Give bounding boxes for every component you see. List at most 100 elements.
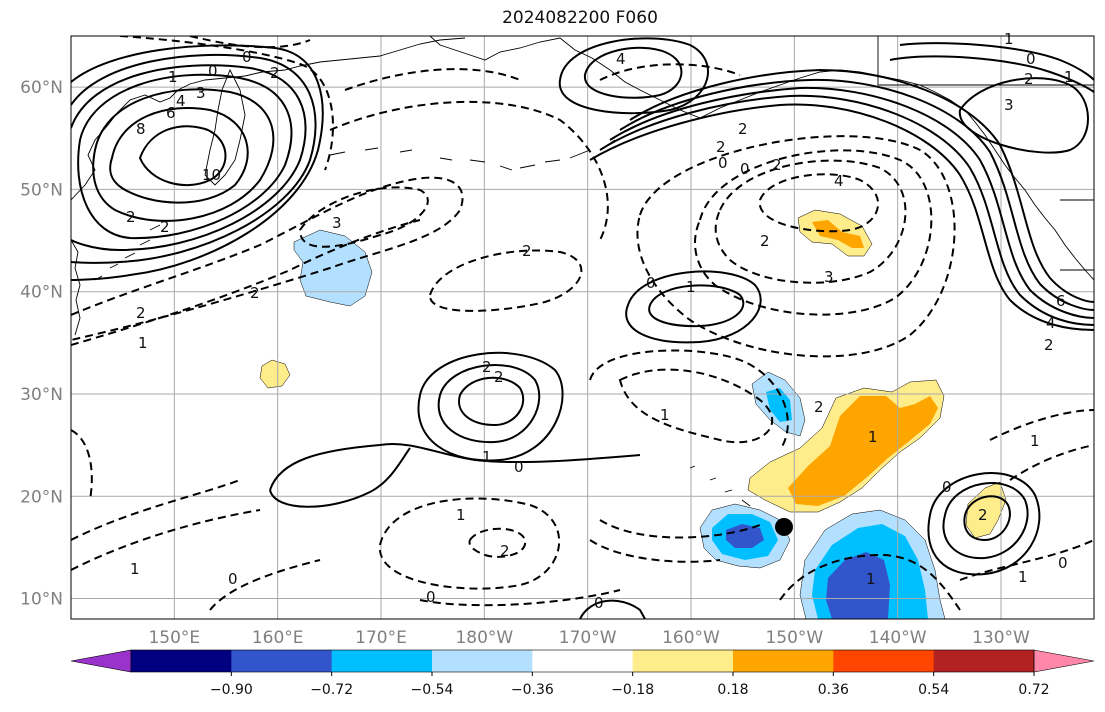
contour-label: 0	[426, 588, 436, 606]
contour-kam-6	[92, 88, 275, 222]
contour-ne-2	[609, 86, 1094, 319]
shade-orange-north	[812, 220, 864, 248]
contour-label: 1	[660, 406, 670, 424]
contour-label: 3	[1004, 96, 1014, 114]
contour-180-1	[417, 351, 564, 462]
contour-label: 0	[1058, 554, 1068, 572]
shade-dark-blue-south	[726, 524, 764, 548]
contour-trop-i	[589, 539, 721, 563]
contour-ne-0	[589, 103, 1094, 331]
contour-trop-b	[378, 497, 561, 590]
contour-goa-n3	[714, 159, 907, 284]
contour-label: 8	[136, 120, 146, 138]
contour-ne-6	[629, 68, 1094, 303]
coastline-kuril-islands	[94, 224, 161, 281]
contour-trop-k	[779, 553, 961, 611]
contour-kam-10	[138, 125, 227, 187]
contour-180-0b	[269, 447, 411, 508]
contour-label: 0	[942, 478, 952, 496]
contour-label: 2	[1024, 70, 1034, 88]
lon-label: 160°E	[252, 628, 304, 648]
contour-ne-high-2	[899, 42, 1094, 81]
colorbar-segment	[933, 650, 1035, 672]
colorbar-segment	[632, 650, 734, 672]
contour-label: 1	[482, 448, 492, 466]
contour-low-b	[71, 176, 464, 341]
colorbar-extend-low	[70, 649, 132, 673]
contour-label: 1	[686, 278, 696, 296]
colorbar-segment	[231, 650, 333, 672]
location-marker	[775, 517, 793, 536]
coastline-hawaii	[689, 465, 751, 507]
lon-label: 160°W	[662, 628, 720, 648]
contour-label: 0	[1026, 50, 1036, 68]
contour-trop-e	[209, 559, 321, 611]
latitude-labels: 60°N 50°N 40°N 30°N 20°N 10°N	[20, 78, 63, 609]
lat-label: 20°N	[20, 487, 63, 507]
contour-180-0	[269, 443, 641, 491]
contour-label: 2	[500, 542, 510, 560]
lon-label: 130°W	[972, 628, 1030, 648]
contour-goa-n1	[636, 135, 956, 358]
contour-trop-f	[419, 589, 621, 607]
contour-label: 1	[168, 68, 178, 86]
colorbar-tick-label: −0.54	[411, 682, 454, 698]
contour-long-2	[344, 68, 521, 91]
colorbar-segment	[131, 650, 232, 672]
contour-kam-3	[71, 64, 307, 252]
contour-trop-g	[618, 368, 774, 444]
coastlines	[71, 36, 1094, 507]
map-frame	[70, 35, 1095, 620]
contour-label: 2	[716, 138, 726, 156]
contour-160w-0	[625, 270, 762, 344]
contour-trop-d	[71, 479, 241, 541]
contour-label: 2	[522, 242, 532, 260]
contour-label: 1	[1064, 68, 1074, 86]
contour-label: 3	[196, 84, 206, 102]
contour-kam-n1	[189, 36, 311, 49]
contour-label: 2	[482, 358, 492, 376]
shade-light-blue-west	[293, 229, 373, 307]
contour-label: 0	[718, 154, 728, 172]
contour-ne-1	[599, 94, 1094, 326]
coastline-canada-border	[877, 36, 1094, 271]
contour-low-a	[298, 186, 429, 248]
contour-label: 1	[1030, 432, 1040, 450]
lon-label: 150°E	[148, 628, 200, 648]
shade-yellow-small	[259, 359, 291, 389]
colorbar-frame	[130, 649, 1035, 673]
contour-sw-0	[579, 599, 646, 619]
contour-kam-4	[77, 73, 293, 240]
lon-label: 150°W	[765, 628, 823, 648]
contour-label: 0	[242, 48, 252, 66]
contour-label: 4	[616, 50, 626, 68]
coastline-japan	[71, 239, 81, 336]
contour-180-3	[458, 376, 525, 427]
contour-label: 2	[250, 284, 260, 302]
colorbar-tick-label: −0.72	[310, 682, 353, 698]
contour-east-0	[927, 472, 1041, 576]
longitude-labels: 150°E 160°E 170°E 180°W 170°W 160°W 150°W 140°W…	[148, 628, 1030, 648]
lat-label: 30°N	[20, 385, 63, 405]
contour-label: 2	[978, 506, 988, 524]
contour-label: 2	[738, 120, 748, 138]
contour-label: 2	[160, 218, 170, 236]
contour-goa-n4	[758, 173, 880, 233]
lon-label: 180°W	[455, 628, 513, 648]
contour-label: 2	[760, 232, 770, 250]
contour-label: 0	[594, 594, 604, 612]
contour-trop-h	[589, 349, 789, 451]
contour-lines	[71, 36, 1094, 619]
shade-orange-central	[788, 396, 938, 506]
lat-label: 10°N	[20, 590, 63, 610]
colorbar-tick-label: −0.90	[210, 682, 253, 698]
contour-label: 1	[868, 428, 878, 446]
contour-label: 2	[494, 368, 504, 386]
contour-alaska-high-3	[558, 37, 709, 115]
gridlines	[71, 36, 1094, 619]
colorbar-segment	[532, 650, 634, 672]
contour-label: 1	[130, 560, 140, 578]
contour-label: 1	[456, 506, 466, 524]
contour-label: 0	[208, 62, 218, 80]
